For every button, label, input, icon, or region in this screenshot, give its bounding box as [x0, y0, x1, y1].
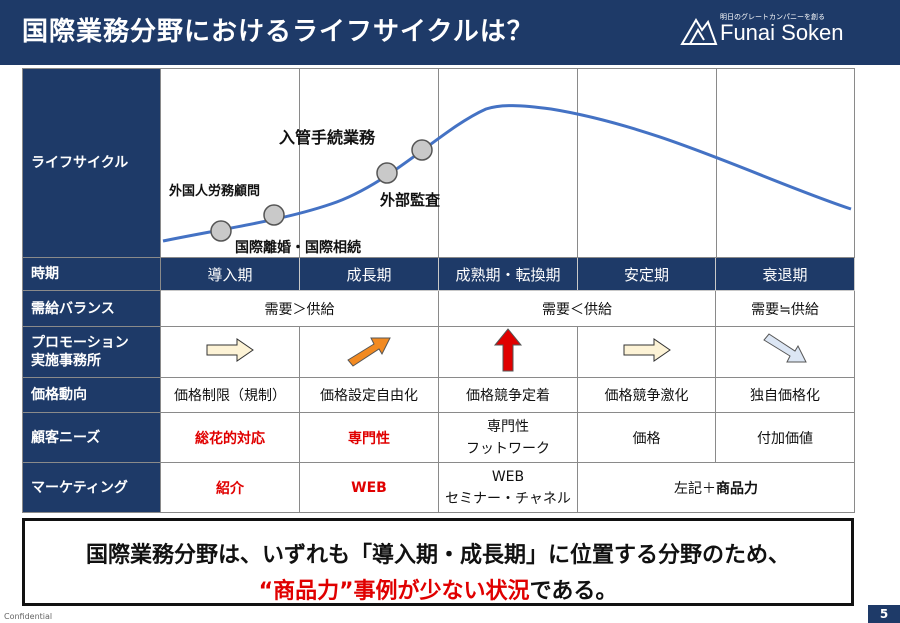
promotion-label-2: 実施事務所 [31, 353, 101, 369]
summary-highlight: “商品力”事例が少ない状況 [258, 579, 530, 604]
needs-cell-3: 専門性 フットワーク [438, 412, 578, 463]
row-label-marketing: マーケティング [22, 462, 161, 513]
summary-line-2: “商品力”事例が少ない状況である。 [25, 573, 851, 605]
needs-cell-2: 専門性 [299, 412, 439, 463]
price-cell-1: 価格制限（規制） [160, 377, 300, 413]
row-label-lifecycle: ライフサイクル [22, 68, 161, 258]
supply-row: 需給バランス 需要＞供給 需要＜供給 需要≒供給 [22, 290, 856, 327]
marketing-cell-1: 紹介 [160, 462, 300, 513]
price-row: 価格動向 価格制限（規制） 価格設定自由化 価格競争定着 価格競争激化 独自価格… [22, 377, 856, 413]
supply-balanced: 需要≒供給 [714, 290, 856, 327]
phase-stable: 安定期 [577, 257, 716, 291]
row-label-phase: 時期 [22, 257, 161, 291]
point-marker [263, 204, 285, 226]
annotation-foreign-labor: 外国人労務顧問 [169, 184, 261, 199]
arrow-right-cream-icon [206, 338, 254, 362]
row-label-promotion: プロモーション 実施事務所 [22, 326, 161, 378]
promotion-cell-2 [299, 326, 439, 378]
promotion-cell-4 [577, 326, 716, 378]
marketing-cell-3-line2: セミナー・チャネル [445, 490, 571, 507]
arrow-up-red-icon [493, 328, 523, 372]
phase-decline: 衰退期 [714, 257, 856, 291]
header-bar: 国際業務分野におけるライフサイクルは？ 明日のグレートカンパニーを創る Funa… [0, 0, 900, 65]
price-cell-4: 価格競争激化 [577, 377, 716, 413]
arrow-up-right-orange-icon [347, 337, 391, 367]
promotion-label-1: プロモーション [31, 335, 129, 351]
funai-logo-icon [680, 18, 718, 45]
supply-supply-exceeds: 需要＜供給 [438, 290, 716, 327]
phase-maturity: 成熟期・転換期 [438, 257, 578, 291]
arrow-down-right-lightblue-icon [763, 333, 807, 363]
lifecycle-row: ライフサイクル 外国人労務顧問 国際離婚・国際相続 外部監査 入管手続業務 [22, 68, 856, 258]
phase-row: 時期 導入期 成長期 成熟期・転換期 安定期 衰退期 [22, 257, 856, 291]
promotion-cell-1 [160, 326, 300, 378]
summary-line-1: 国際業務分野は、いずれも「導入期・成長期」に位置する分野のため、 [85, 543, 790, 568]
marketing-cell-3-line1: WEB [491, 468, 525, 485]
summary-line-2-rest: である。 [529, 579, 618, 604]
annotation-external-audit: 外部監査 [380, 191, 441, 209]
promotion-row: プロモーション 実施事務所 [22, 326, 856, 378]
marketing-cell-3: WEB セミナー・チャネル [438, 462, 578, 513]
summary-box: 国際業務分野は、いずれも「導入期・成長期」に位置する分野のため、 “商品力”事例… [22, 518, 854, 606]
row-label-needs: 顧客ニーズ [22, 412, 161, 463]
phase-growth: 成長期 [299, 257, 439, 291]
annotation-intl-divorce: 国際離婚・国際相続 [235, 240, 361, 256]
price-cell-2: 価格設定自由化 [299, 377, 439, 413]
logo-name: Funai Soken [720, 20, 844, 45]
needs-cell-3-line1: 専門性 [487, 418, 529, 435]
needs-row: 顧客ニーズ 総花的対応 専門性 専門性 フットワーク 価格 付加価値 [22, 412, 856, 463]
point-marker [210, 220, 232, 242]
page-title: 国際業務分野におけるライフサイクルは？ [22, 17, 534, 47]
price-cell-5: 独自価格化 [714, 377, 856, 413]
lifecycle-curve-svg [162, 69, 852, 258]
confidential-label: Confidential [4, 612, 53, 621]
page-number: 5 [868, 605, 900, 623]
logo-tagline: 明日のグレートカンパニーを創る [720, 13, 825, 21]
needs-cell-1: 総花的対応 [160, 412, 300, 463]
phase-intro: 導入期 [160, 257, 300, 291]
promotion-cell-3 [438, 326, 578, 378]
marketing-cell-4-prefix: 左記＋ [674, 480, 717, 497]
point-marker [411, 139, 433, 161]
company-logo: 明日のグレートカンパニーを創る Funai Soken [680, 10, 890, 54]
needs-cell-3-line2: フットワーク [466, 440, 550, 457]
needs-cell-5: 付加価値 [714, 412, 856, 463]
supply-demand-exceeds: 需要＞供給 [160, 290, 439, 327]
marketing-cell-4-bold: 商品力 [716, 480, 759, 497]
marketing-cell-4: 左記＋商品力 [576, 462, 856, 513]
row-label-price: 価格動向 [22, 377, 161, 413]
needs-cell-4: 価格 [577, 412, 716, 463]
row-label-supply: 需給バランス [22, 290, 161, 327]
promotion-cell-5 [714, 326, 856, 378]
price-cell-3: 価格競争定着 [438, 377, 578, 413]
point-marker [376, 162, 398, 184]
lifecycle-table: ライフサイクル 外国人労務顧問 国際離婚・国際相続 外部監査 入管手続業務 時期… [22, 68, 856, 513]
annotation-immigration: 入管手続業務 [279, 128, 376, 147]
marketing-cell-2: WEB [299, 462, 439, 513]
arrow-right-cream-icon [623, 338, 671, 362]
lifecycle-chart: 外国人労務顧問 国際離婚・国際相続 外部監査 入管手続業務 [159, 68, 856, 258]
marketing-row: マーケティング 紹介 WEB WEB セミナー・チャネル 左記＋商品力 [22, 462, 856, 513]
